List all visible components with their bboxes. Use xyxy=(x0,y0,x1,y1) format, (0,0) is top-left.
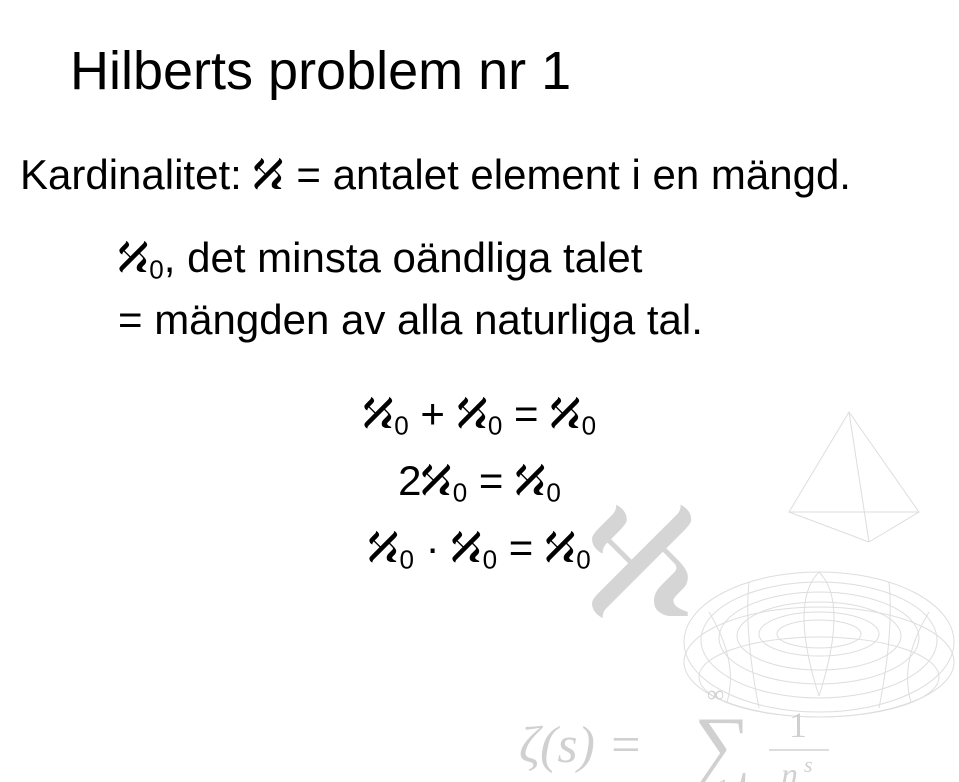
subscript-0: 0 xyxy=(483,544,497,574)
subscript-0: 0 xyxy=(453,477,467,507)
subscript-0: 0 xyxy=(582,410,596,440)
equals-sign: = xyxy=(502,390,550,437)
frac-bot-n: n xyxy=(781,757,798,782)
kardinalitet-prefix: Kardinalitet: xyxy=(20,151,253,198)
sum-lower: n=1 xyxy=(691,774,728,782)
equals-sign: = xyxy=(467,457,515,504)
kardinalitet-line: Kardinalitet: ℵ = antalet element i en m… xyxy=(20,150,939,200)
slide-title: Hilberts problem nr 1 xyxy=(70,40,939,102)
subscript-0: 0 xyxy=(576,544,590,574)
aleph-icon: ℵ xyxy=(550,383,581,448)
aleph0-line1: ℵ0, det minsta oändliga talet xyxy=(118,228,939,290)
kardinalitet-suffix: = antalet element i en mängd. xyxy=(285,151,851,198)
subscript-0: 0 xyxy=(149,255,163,285)
equation-1: ℵ0 + ℵ0 = ℵ0 xyxy=(20,381,939,448)
torus-icon xyxy=(684,572,954,717)
equation-3: ℵ0 · ℵ0 = ℵ0 xyxy=(20,515,939,582)
aleph-icon: ℵ xyxy=(253,150,284,200)
aleph0-line1-suffix: , det minsta oändliga talet xyxy=(164,234,643,281)
frac-top: 1 xyxy=(789,705,807,745)
aleph-icon: ℵ xyxy=(545,517,576,582)
sum-upper: ∞ xyxy=(707,682,724,708)
aleph-icon: ℵ xyxy=(421,450,452,515)
aleph-icon: ℵ xyxy=(368,517,399,582)
aleph0-line2: = mängden av alla naturliga tal. xyxy=(118,290,939,351)
aleph-icon: ℵ xyxy=(363,383,394,448)
zeta-formula: ζ(s) = ∑ ∞ n=1 1 n s xyxy=(519,682,829,782)
zeta-label: ζ(s) = xyxy=(519,717,643,774)
frac-bot-s: s xyxy=(804,752,813,777)
subscript-0: 0 xyxy=(488,410,502,440)
eq2-prefix: 2 xyxy=(398,457,421,504)
aleph-icon: ℵ xyxy=(451,517,482,582)
aleph-icon: ℵ xyxy=(515,450,546,515)
equals-sign: = xyxy=(497,524,545,571)
aleph0-definition: ℵ0, det minsta oändliga talet = mängden … xyxy=(118,228,939,351)
subscript-0: 0 xyxy=(394,410,408,440)
subscript-0: 0 xyxy=(400,544,414,574)
aleph-icon: ℵ xyxy=(118,229,149,290)
aleph-icon: ℵ xyxy=(457,383,488,448)
equation-2: 2ℵ0 = ℵ0 xyxy=(20,448,939,515)
plus-sign: + xyxy=(409,390,457,437)
sigma-icon: ∑ xyxy=(694,702,751,782)
dot-operator: · xyxy=(414,524,451,571)
equations: ℵ0 + ℵ0 = ℵ0 2ℵ0 = ℵ0 ℵ0 · ℵ0 = ℵ0 xyxy=(20,381,939,582)
subscript-0: 0 xyxy=(546,477,560,507)
slide: Hilberts problem nr 1 Kardinalitet: ℵ = … xyxy=(0,0,959,782)
